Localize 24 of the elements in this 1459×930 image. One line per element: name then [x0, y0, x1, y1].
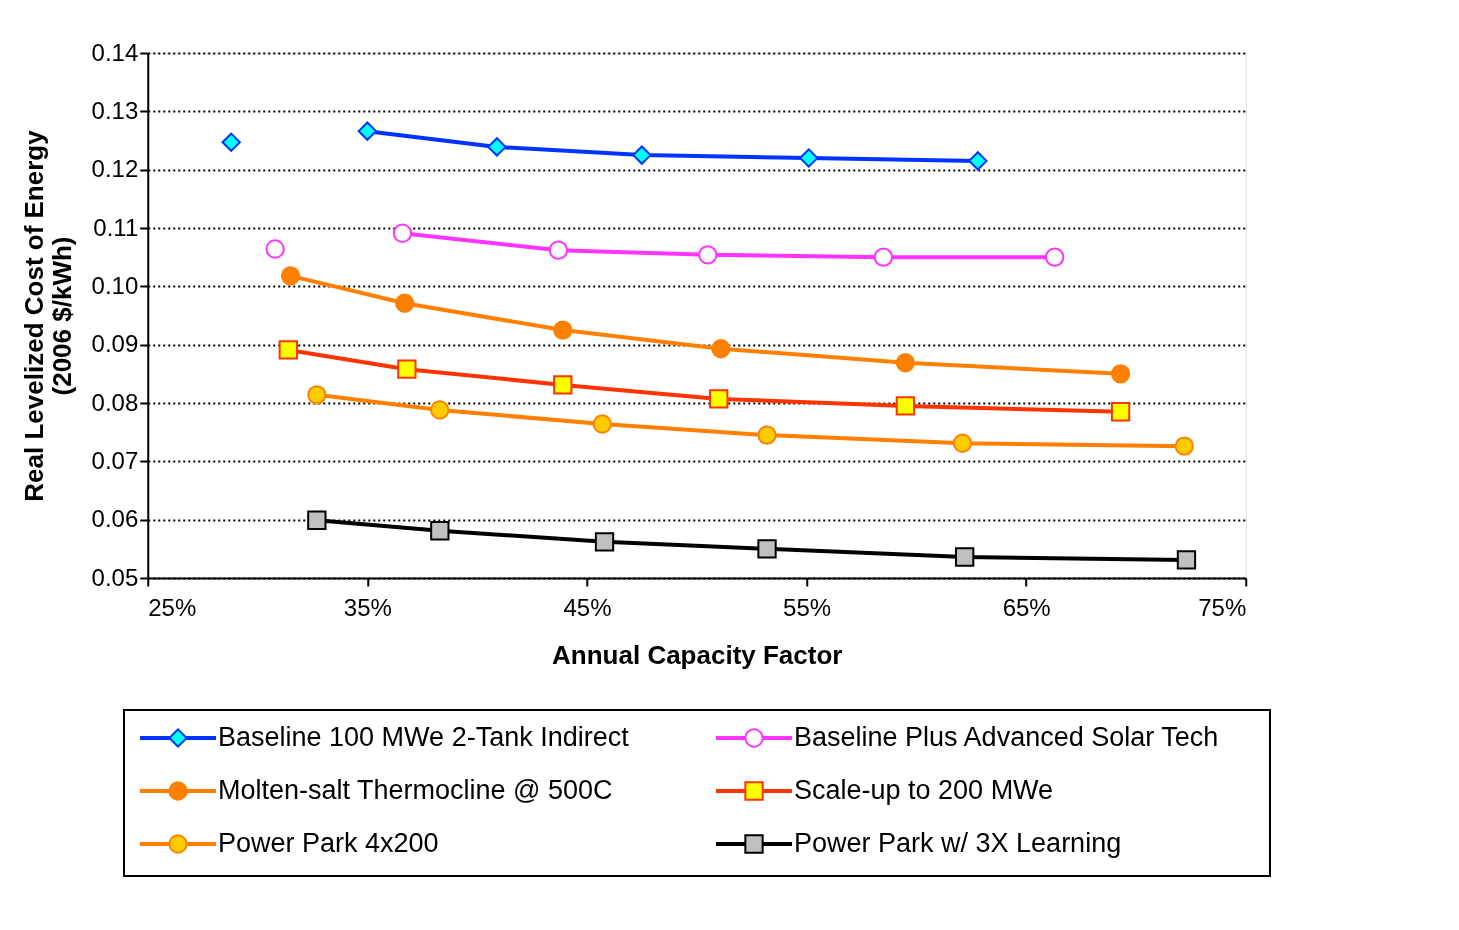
y-tick-label: 0.12 [91, 155, 139, 183]
x-tick-label: 45% [563, 593, 612, 621]
y-tick-label: 0.13 [91, 96, 139, 124]
y-tick-label: 0.09 [91, 330, 139, 358]
y-tick-label: 0.14 [91, 38, 139, 66]
y-tick-label: 0.05 [91, 563, 139, 591]
x-tick-label: 25% [148, 593, 197, 621]
y-tick-label: 0.06 [91, 505, 139, 533]
y-tick-label: 0.08 [91, 388, 139, 416]
legend-label: Molten-salt Thermocline @ 500C [218, 775, 613, 805]
y-tick-label: 0.11 [93, 213, 139, 241]
x-tick-label: 65% [1002, 593, 1051, 621]
x-tick-label: 55% [783, 593, 832, 621]
y-tick-label: 0.10 [91, 271, 139, 299]
x-axis-title: Annual Capacity Factor [552, 639, 843, 670]
x-tick-label: 75% [1198, 593, 1247, 621]
legend-label: Scale-up to 200 MWe [794, 775, 1054, 805]
legend-label: Baseline 100 MWe 2-Tank Indirect [218, 722, 630, 752]
y-tick-label: 0.07 [91, 446, 139, 474]
y-axis-title: Real Levelized Cost of Energy (2006 $/kWh) [18, 129, 77, 502]
x-tick-label: 35% [343, 593, 392, 621]
legend-label: Power Park 4x200 [218, 828, 439, 858]
legend-label: Baseline Plus Advanced Solar Tech [794, 722, 1219, 752]
legend-label: Power Park w/ 3X Learning [794, 828, 1122, 858]
